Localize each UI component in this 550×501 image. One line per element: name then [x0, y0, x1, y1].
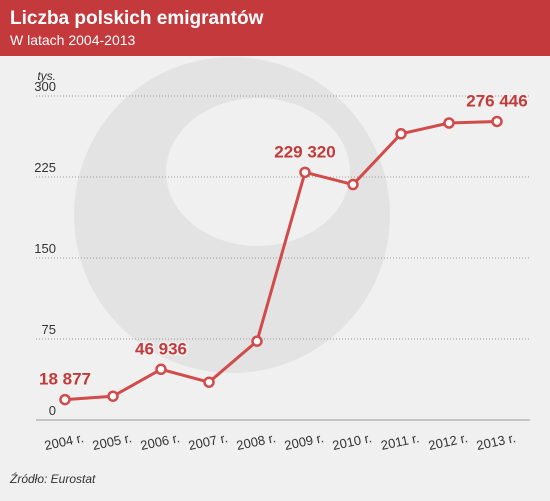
data-point [443, 117, 455, 129]
data-point [59, 393, 71, 406]
data-point [299, 166, 311, 179]
source-note: Źródło: Eurostat [10, 472, 96, 486]
chart-title: Liczba polskich emigrantów [10, 8, 264, 29]
y-tick-label: 75 [42, 322, 56, 337]
x-tick-label: 2011 r. [380, 430, 421, 453]
x-tick-label: 2005 r. [91, 430, 133, 453]
data-point [251, 335, 263, 347]
x-tick-label: 2010 r. [331, 430, 373, 453]
data-label: 46 936 [135, 339, 187, 358]
x-tick-label: 2007 r. [187, 430, 229, 453]
y-tick-label: 300 [34, 79, 56, 94]
data-point [491, 115, 503, 128]
chart-header: Liczba polskich emigrantów W latach 2004… [0, 0, 550, 56]
y-tick-label: 0 [49, 403, 56, 418]
y-tick-label: 225 [34, 160, 56, 175]
series-line [64, 119, 498, 402]
data-point [107, 390, 119, 402]
x-tick-label: 2008 r. [235, 430, 277, 453]
data-label: 276 446 [466, 91, 527, 110]
x-tick-label: 2012 r. [427, 430, 469, 453]
watermark-logo [74, 57, 390, 373]
y-tick-label: 150 [34, 241, 56, 256]
x-tick-label: 2009 r. [283, 430, 325, 453]
data-label: 18 877 [39, 370, 91, 389]
data-point [155, 363, 167, 376]
y-unit-label: tys. [37, 69, 56, 83]
x-tick-label: 2004 r. [43, 430, 85, 453]
data-point [395, 128, 407, 140]
data-point [203, 376, 215, 388]
data-point [347, 178, 359, 191]
data-label: 229 320 [274, 142, 335, 161]
chart-subtitle: W latach 2004-2013 [10, 32, 136, 48]
x-tick-label: 2013 r. [475, 430, 517, 453]
x-tick-label: 2006 r. [139, 430, 181, 453]
